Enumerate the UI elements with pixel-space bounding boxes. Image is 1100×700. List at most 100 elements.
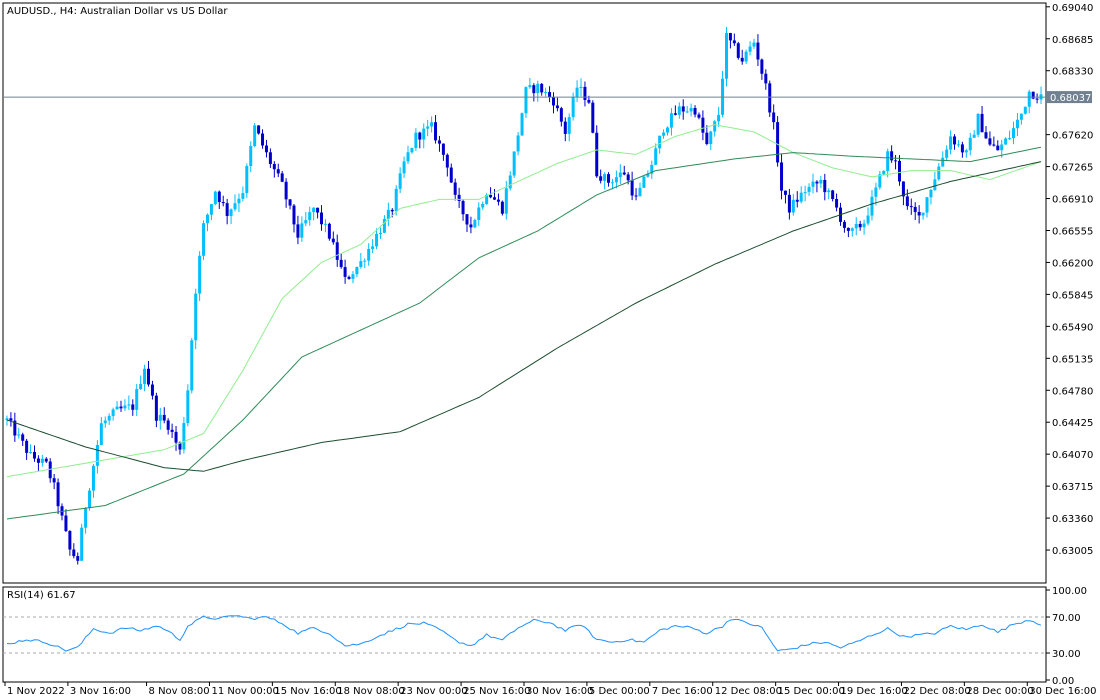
candle — [64, 509, 68, 532]
candle-body — [261, 133, 265, 146]
candle-body — [599, 176, 603, 181]
candle — [477, 202, 481, 226]
candle — [905, 189, 909, 210]
candle-body — [626, 174, 630, 181]
candle — [198, 251, 202, 302]
candle-body — [811, 181, 815, 187]
candle — [780, 153, 784, 200]
candle-body — [717, 114, 721, 122]
candle-body — [394, 188, 398, 212]
candle-body — [17, 434, 21, 436]
candle-body — [996, 145, 1000, 151]
candle-body — [36, 458, 40, 463]
candle — [1004, 137, 1008, 145]
candle — [44, 457, 48, 463]
candle-body — [567, 117, 571, 134]
time-tick-label: 8 Nov 08:00 — [149, 686, 210, 697]
candle-body — [689, 107, 693, 112]
candle-body — [555, 105, 559, 109]
candle-body — [72, 549, 76, 557]
candle-body — [56, 482, 60, 507]
candle-body — [29, 451, 33, 453]
candle — [799, 186, 803, 204]
candle — [91, 463, 95, 498]
candle — [897, 155, 901, 186]
candle — [787, 188, 791, 220]
candle-body — [540, 83, 544, 93]
candle — [99, 416, 103, 446]
candle — [422, 123, 426, 149]
candle — [740, 49, 744, 65]
candle — [709, 130, 713, 150]
rsi-tick-label: 0.00 — [1052, 676, 1074, 687]
candle — [320, 205, 324, 231]
candle — [713, 120, 717, 137]
candle — [465, 214, 469, 233]
candle-body — [709, 131, 713, 144]
candle — [642, 175, 646, 188]
candle-body — [988, 138, 992, 145]
candle — [831, 189, 835, 202]
candle-body — [607, 174, 611, 183]
candle-body — [772, 112, 776, 123]
candle-body — [202, 223, 206, 256]
candle-body — [929, 189, 933, 198]
candle — [68, 530, 72, 556]
candle-body — [119, 406, 123, 409]
candle-body — [190, 340, 194, 391]
time-tick-label: 30 Dec 16:00 — [1029, 686, 1096, 697]
candle-body — [198, 255, 202, 294]
candle — [701, 110, 705, 141]
candle — [76, 552, 80, 565]
candle — [237, 193, 241, 213]
candle — [854, 217, 858, 236]
candle-body — [44, 458, 48, 462]
candle-body — [422, 128, 426, 140]
candle-body — [1008, 138, 1012, 140]
candle — [111, 407, 115, 421]
candle-body — [107, 415, 111, 421]
candle — [158, 407, 162, 430]
candle-body — [316, 207, 320, 213]
candle — [917, 205, 921, 224]
candle — [658, 135, 662, 154]
candle — [618, 164, 622, 185]
candle-body — [135, 389, 139, 410]
candle — [736, 41, 740, 60]
candle — [264, 139, 268, 158]
candle — [890, 145, 894, 163]
candle-body — [654, 148, 658, 165]
candle — [870, 190, 874, 221]
candle-body — [972, 134, 976, 138]
candle-body — [768, 83, 772, 113]
candle-body — [1019, 113, 1023, 120]
candle — [603, 172, 607, 190]
candle-body — [760, 59, 764, 74]
candle — [610, 178, 614, 190]
candle — [681, 99, 685, 120]
candle — [717, 106, 721, 127]
price-tick-label: 0.64425 — [1052, 418, 1093, 429]
moving-average-line — [6, 146, 1042, 520]
candle-body — [430, 122, 434, 127]
candle — [80, 523, 84, 561]
candle-body — [162, 414, 166, 421]
candle-body — [579, 86, 583, 88]
candle-body — [744, 51, 748, 62]
moving-average-line — [6, 161, 1042, 472]
candle — [147, 360, 151, 387]
candle-body — [909, 206, 913, 208]
candle-body — [268, 152, 272, 164]
candle-body — [469, 224, 473, 228]
candle — [343, 259, 347, 284]
candle-body — [634, 195, 638, 197]
price-tick-label: 0.63005 — [1052, 546, 1093, 557]
candle — [1008, 130, 1012, 141]
candle — [925, 196, 929, 218]
candle — [984, 126, 988, 139]
candle — [434, 115, 438, 144]
candle-body — [673, 113, 677, 115]
time-tick-label: 15 Nov 16:00 — [274, 686, 341, 697]
candle-body — [414, 132, 418, 149]
candle-body — [850, 228, 854, 231]
